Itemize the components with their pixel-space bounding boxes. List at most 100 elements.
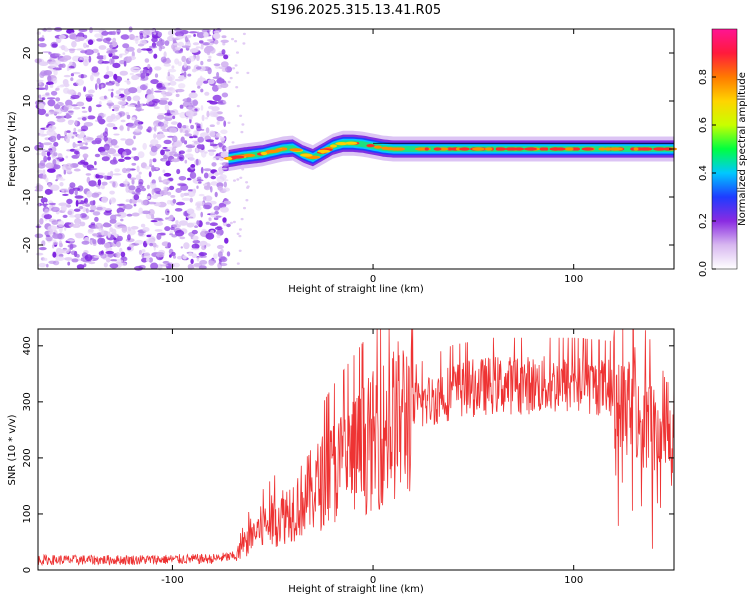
noise-blob [188,92,198,99]
ridge-hotspot [654,147,661,151]
noise-blob [37,162,46,169]
noise-blob [204,91,210,96]
noise-blob [67,261,71,266]
noise-blob [65,99,73,107]
noise-blob [46,27,53,33]
noise-blob [167,101,173,106]
noise-blob [197,176,202,181]
noise-blob [55,256,65,261]
noise-blob [113,145,120,149]
noise-blob [93,255,100,258]
noise-blob [186,125,189,129]
noise-blob [66,198,73,205]
noise-blob [62,193,69,196]
noise-blob [227,121,231,125]
noise-blob [43,214,53,220]
noise-blob [137,151,145,159]
ridge-hotspot [633,147,639,151]
noise-blob [158,46,163,52]
noise-blob [171,234,178,238]
ridge-hotspot [243,153,256,157]
noise-blob [35,184,44,191]
noise-blob [173,113,176,116]
noise-blob [150,145,158,153]
noise-blob [43,155,48,163]
noise-blob [36,87,46,90]
noise-blob [192,47,200,53]
noise-blob [110,91,114,98]
ridge-hotspot [366,144,375,148]
noise-blob [65,163,73,170]
ridge-hotspot [484,147,493,151]
noise-blob [156,114,165,120]
noise-blob [213,217,219,221]
noise-blob [142,142,147,150]
noise-blob [149,242,154,247]
noise-blob [123,60,127,67]
noise-blob [140,223,146,228]
noise-blob [232,67,236,70]
noise-blob [209,130,216,138]
noise-blob [42,169,46,176]
noise-blob [111,55,120,60]
noise-blob [74,119,78,126]
noise-blob [128,189,135,194]
noise-blob [36,31,41,35]
noise-blob [145,73,150,77]
noise-blob [148,257,153,263]
noise-blob [90,204,97,212]
noise-blob [238,249,242,252]
noise-blob [214,210,219,215]
noise-blob [89,209,95,213]
noise-blob [138,249,142,255]
noise-blob [245,199,249,202]
noise-blob [78,206,84,210]
noise-blob [153,106,160,110]
noise-blob [210,175,216,180]
noise-blob [169,233,174,236]
noise-blob [153,123,157,127]
noise-blob [145,83,149,87]
noise-blob [208,151,215,157]
noise-blob [179,29,189,35]
noise-blob [176,168,181,175]
noise-blob [236,104,240,108]
noise-blob [108,71,114,76]
noise-blob [157,219,164,222]
ridge-hotspot [472,147,485,151]
noise-blob [109,58,113,65]
noise-blob [144,58,150,63]
noise-blob [73,127,77,132]
snr-panel: -100 0 100 0 100 200 300 400 Height of straight… [7,328,675,595]
noise-blob [34,233,44,239]
noise-blob [113,237,117,240]
noise-blob [107,88,112,92]
noise-blob [192,42,200,46]
noise-blob [195,46,201,49]
ridge-hotspot [556,147,566,151]
noise-blob [134,265,143,271]
noise-blob [49,61,59,68]
noise-blob [61,63,66,68]
noise-blob [131,74,139,81]
noise-blob [200,105,204,111]
noise-blob [106,115,114,123]
noise-blob [183,192,189,196]
noise-blob [136,165,140,173]
noise-blob [203,183,208,186]
noise-blob [178,83,186,89]
noise-blob [101,156,110,162]
noise-blob [169,99,174,102]
figure-title: S196.2025.315.13.41.R05 [271,3,441,18]
noise-blob [138,171,142,175]
noise-blob [203,31,209,38]
noise-blob [100,253,107,259]
noise-blob [96,55,105,60]
noise-blob [205,127,210,134]
noise-blob [192,244,196,249]
noise-blob [216,244,224,250]
noise-blob [127,226,131,229]
y-tick-label: 0 [22,146,33,152]
noise-blob [187,147,193,153]
noise-blob [38,81,42,85]
